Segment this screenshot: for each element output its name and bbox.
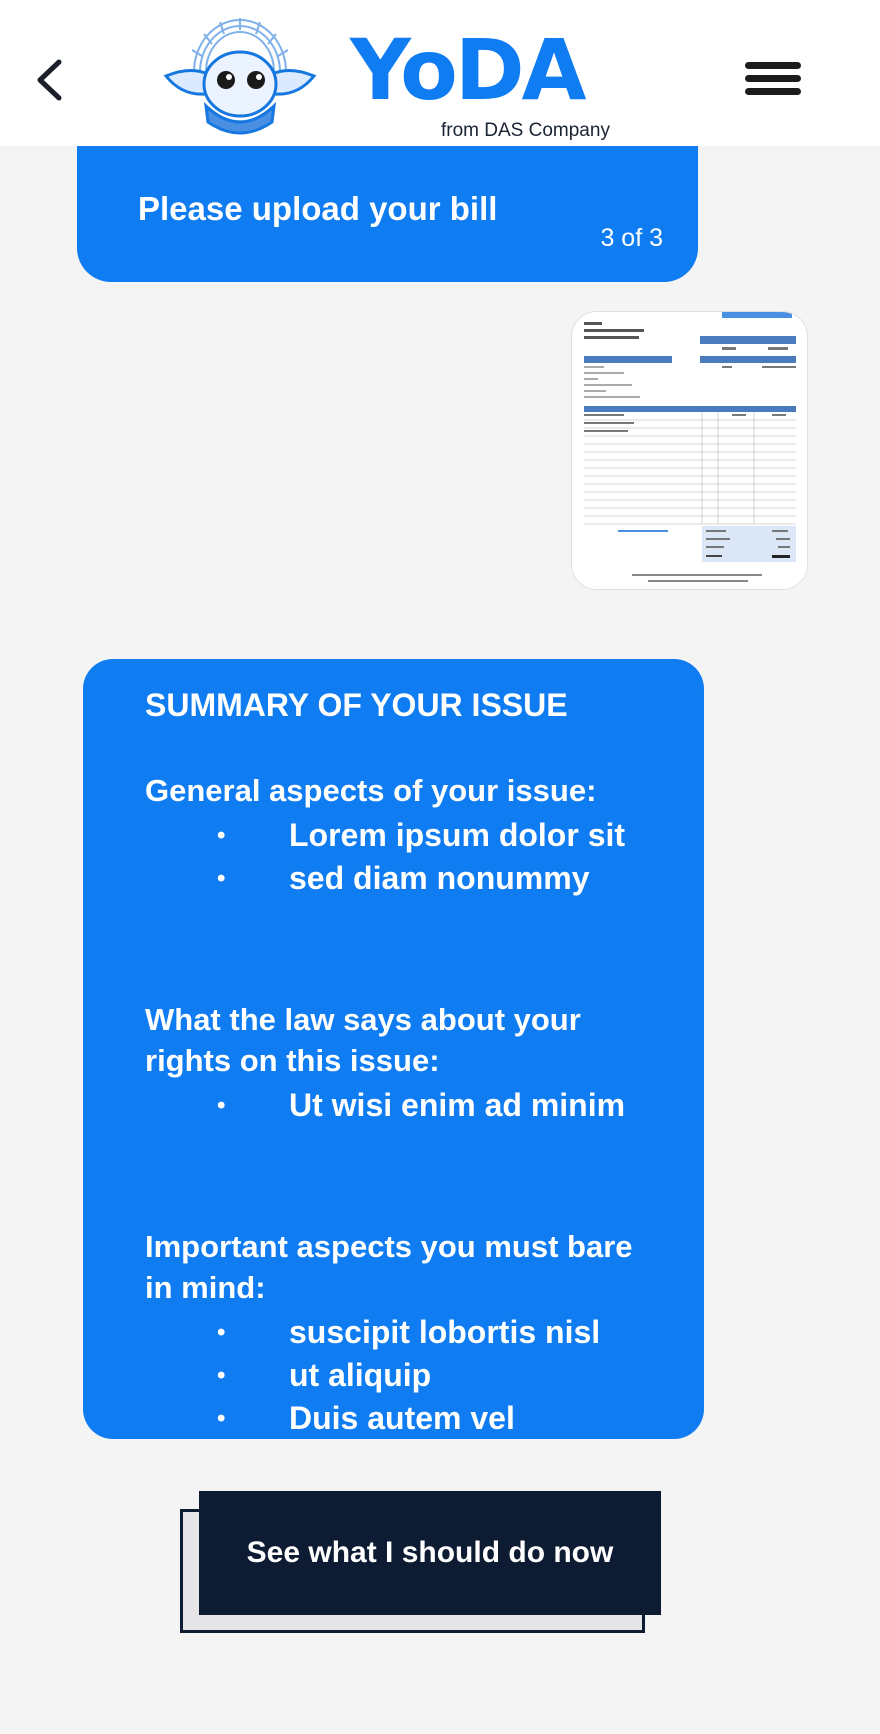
hamburger-menu-icon <box>745 62 801 69</box>
summary-section-law: What the law says about your rights on t… <box>145 999 664 1127</box>
issue-summary-card: SUMMARY OF YOUR ISSUE General aspects of… <box>83 659 704 1440</box>
section-title: Important aspects you must bare in mind: <box>145 1229 633 1305</box>
yoda-mascot-icon <box>163 18 317 135</box>
back-button[interactable] <box>26 50 72 110</box>
summary-title: SUMMARY OF YOUR ISSUE <box>145 687 568 723</box>
list-item: sed diam nonummy <box>145 857 664 900</box>
menu-button[interactable] <box>745 62 801 102</box>
bullet-list: suscipit lobortis nisl ut aliquip Duis a… <box>145 1311 664 1440</box>
bullet-list: Lorem ipsum dolor sit sed diam nonummy <box>145 814 664 900</box>
logo-subtitle: from DAS Company <box>441 120 610 141</box>
cta-container: See what I should do now <box>180 1491 661 1634</box>
upload-prompt-bubble: Please upload your bill 3 of 3 <box>77 146 698 282</box>
logo-wordmark: YoDA <box>350 21 587 119</box>
yoda-logo: YoDA from DAS Company <box>160 10 620 144</box>
list-item: ut aliquip <box>145 1354 664 1397</box>
list-item: Ut wisi enim ad minim <box>145 1084 664 1127</box>
bullet-list: Ut wisi enim ad minim <box>145 1084 664 1127</box>
section-title: What the law says about your rights on t… <box>145 1002 581 1078</box>
see-what-to-do-button[interactable]: See what I should do now <box>199 1491 661 1615</box>
chevron-left-icon <box>37 59 62 101</box>
summary-section-general: General aspects of your issue: Lorem ips… <box>145 770 664 900</box>
list-item: Lorem ipsum dolor sit <box>145 814 664 857</box>
list-item: suscipit lobortis nisl <box>145 1311 664 1354</box>
app-header: YoDA from DAS Company <box>0 0 880 146</box>
list-item: Duis autem vel <box>145 1397 664 1440</box>
uploaded-bill-thumbnail[interactable] <box>571 311 808 590</box>
summary-section-important: Important aspects you must bare in mind:… <box>145 1226 664 1440</box>
section-title: General aspects of your issue: <box>145 773 597 808</box>
step-indicator: 3 of 3 <box>600 224 663 252</box>
invoice-document-icon <box>572 312 807 589</box>
upload-prompt-message: Please upload your bill <box>138 190 498 227</box>
